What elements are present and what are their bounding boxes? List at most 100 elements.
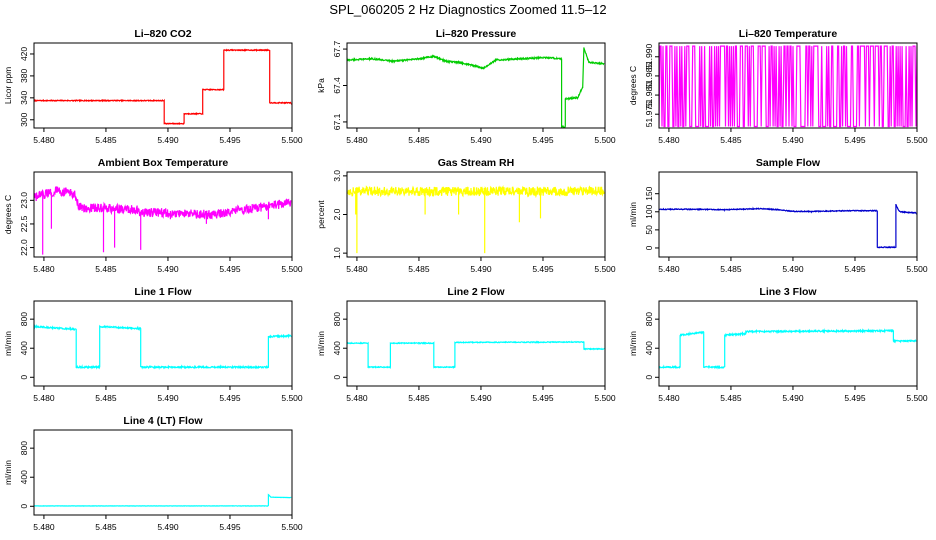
chart-panel-9: 5.480 5.485 5.490 5.495 5.500 0 400 800 ml/min Li… [628, 286, 928, 403]
x-tick-label: 5.480 [33, 264, 55, 274]
data-series-line [659, 328, 917, 370]
y-tick-label: 67.1 [332, 113, 342, 130]
x-tick-label: 5.485 [95, 522, 117, 532]
chart-title: Line 2 Flow [447, 286, 505, 298]
y-axis-label: ml/min [3, 331, 13, 356]
x-tick-label: 5.485 [95, 135, 117, 145]
plot-frame [658, 42, 918, 129]
y-tick-label: 0 [332, 375, 342, 380]
y-tick-label: 0 [644, 375, 654, 380]
data-series-line [659, 204, 917, 249]
chart-title: Li–820 CO2 [134, 28, 191, 40]
x-tick-label: 5.485 [720, 264, 742, 274]
x-tick-label: 5.500 [906, 135, 928, 145]
x-tick-label: 5.495 [532, 393, 554, 403]
chart-panel-6: 5.480 5.485 5.490 5.495 5.500 0 50 100 150 ml/min… [628, 157, 928, 274]
x-tick-label: 5.495 [844, 264, 866, 274]
x-tick-label: 5.500 [906, 393, 928, 403]
y-axis-label: ml/min [3, 460, 13, 485]
x-tick-label: 5.495 [219, 393, 241, 403]
y-tick-label: 400 [332, 341, 342, 355]
x-tick-label: 5.495 [532, 135, 554, 145]
chart-title: Line 3 Flow [759, 286, 817, 298]
x-tick-label: 5.485 [408, 393, 430, 403]
x-tick-label: 5.485 [720, 135, 742, 145]
chart-title: Li–820 Temperature [739, 28, 838, 40]
chart-panel-1: 5.480 5.485 5.490 5.495 5.500 300 340 380 420 Lic… [3, 28, 303, 145]
x-tick-label: 5.480 [33, 522, 55, 532]
y-tick-label: 67.4 [332, 77, 342, 94]
y-tick-label: 400 [19, 470, 29, 484]
x-tick-label: 5.495 [844, 135, 866, 145]
plot-frame [658, 300, 918, 387]
y-tick-label: 0 [19, 504, 29, 509]
y-tick-label: 0 [644, 245, 654, 250]
x-tick-label: 5.490 [782, 135, 804, 145]
y-tick-label: 800 [644, 312, 654, 326]
x-tick-label: 5.495 [532, 264, 554, 274]
x-tick-label: 5.500 [281, 393, 303, 403]
x-tick-label: 5.480 [658, 264, 680, 274]
data-series-line [659, 45, 917, 128]
plot-frame [33, 429, 293, 516]
x-tick-label: 5.495 [844, 393, 866, 403]
x-tick-label: 5.490 [157, 135, 179, 145]
chart-title: Ambient Box Temperature [98, 157, 229, 169]
x-tick-label: 5.485 [95, 393, 117, 403]
x-tick-label: 5.490 [470, 135, 492, 145]
x-tick-label: 5.480 [346, 135, 368, 145]
y-tick-label: 380 [19, 69, 29, 83]
data-series-line [347, 340, 605, 370]
x-tick-label: 5.500 [594, 393, 616, 403]
plot-frame [346, 42, 606, 129]
data-series-line [34, 323, 292, 370]
y-tick-label: 400 [644, 341, 654, 355]
x-tick-label: 5.480 [658, 135, 680, 145]
y-axis-label: degrees C [628, 66, 638, 105]
x-tick-label: 5.480 [346, 393, 368, 403]
y-tick-label: 150 [644, 186, 654, 200]
y-tick-label: 3.0 [332, 170, 342, 182]
chart-panel-2: 5.480 5.485 5.490 5.495 5.500 67.1 67.4 67.7 kPa… [316, 28, 616, 145]
data-series-line [34, 186, 292, 255]
x-tick-label: 5.500 [281, 522, 303, 532]
chart-panel-7: 5.480 5.485 5.490 5.495 5.500 0 400 800 ml/min Li… [3, 286, 303, 403]
plot-frame [346, 171, 606, 258]
y-tick-label: 51.985 [644, 63, 654, 89]
chart-panel-10: 5.480 5.485 5.490 5.495 5.500 0 400 800 ml/min Li… [3, 415, 303, 532]
y-axis-label: kPa [316, 78, 326, 93]
x-tick-label: 5.485 [408, 135, 430, 145]
x-tick-label: 5.490 [470, 264, 492, 274]
plot-frame [33, 171, 293, 258]
x-tick-label: 5.480 [346, 264, 368, 274]
data-series-line [34, 493, 292, 507]
x-tick-label: 5.500 [281, 135, 303, 145]
x-tick-label: 5.480 [33, 135, 55, 145]
x-tick-label: 5.500 [281, 264, 303, 274]
y-tick-label: 300 [19, 112, 29, 126]
chart-panel-3: 5.480 5.485 5.490 5.495 5.50051.97551.98051.… [628, 28, 928, 145]
chart-panel-8: 5.480 5.485 5.490 5.495 5.500 0 400 800 ml/min Li… [316, 286, 616, 403]
y-tick-label: 800 [332, 312, 342, 326]
y-tick-label: 800 [19, 441, 29, 455]
y-axis-label: ml/min [316, 331, 326, 356]
x-tick-label: 5.485 [720, 393, 742, 403]
y-tick-label: 51.990 [644, 44, 654, 70]
x-tick-label: 5.485 [408, 264, 430, 274]
data-series-line [347, 47, 605, 128]
x-tick-label: 5.490 [157, 264, 179, 274]
data-series-line [347, 184, 605, 254]
y-tick-label: 67.7 [332, 41, 342, 58]
x-tick-label: 5.495 [219, 522, 241, 532]
x-tick-label: 5.490 [470, 393, 492, 403]
x-tick-label: 5.500 [906, 264, 928, 274]
chart-title: Line 1 Flow [134, 286, 192, 298]
chart-title: Line 4 (LT) Flow [123, 415, 203, 427]
x-tick-label: 5.490 [157, 522, 179, 532]
chart-title: Sample Flow [756, 157, 821, 169]
plot-frame [33, 42, 293, 129]
x-tick-label: 5.490 [157, 393, 179, 403]
chart-title: Gas Stream RH [438, 157, 514, 169]
y-tick-label: 340 [19, 90, 29, 104]
